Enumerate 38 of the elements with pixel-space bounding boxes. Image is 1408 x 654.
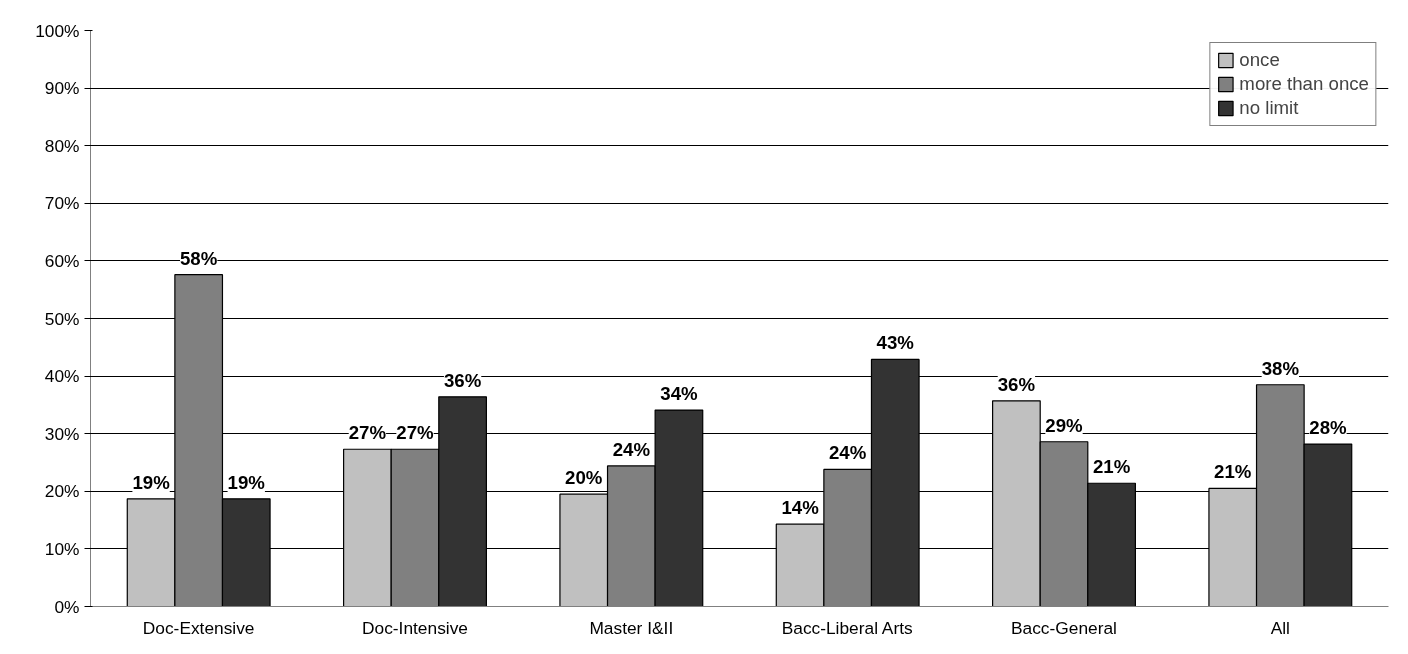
x-tick-label: All: [1270, 617, 1290, 638]
data-label: 27%: [348, 422, 387, 444]
legend-label: no limit: [1239, 97, 1299, 119]
data-label: 21%: [1092, 456, 1131, 478]
y-tick-label: 70%: [44, 193, 80, 214]
y-tick-label: 100%: [35, 20, 80, 41]
legend-label: more than once: [1239, 73, 1369, 95]
y-tick-label: 30%: [44, 423, 80, 444]
y-tick-label: 10%: [44, 538, 80, 559]
x-tick-label: Bacc-Liberal Arts: [781, 617, 914, 638]
data-label: 27%: [396, 422, 435, 444]
data-label: 24%: [829, 442, 867, 464]
y-tick-label: 50%: [44, 308, 80, 329]
x-tick-label: Bacc-General: [1011, 617, 1117, 638]
data-label: 20%: [565, 467, 603, 489]
data-label: 19%: [227, 471, 266, 493]
y-tick-label: 20%: [44, 481, 80, 502]
y-tick-label: 90%: [44, 78, 80, 99]
x-tick-label: Master I&II: [589, 617, 674, 638]
y-tick-label: 60%: [44, 250, 80, 271]
data-label: 38%: [1261, 357, 1300, 379]
legend-label: once: [1239, 49, 1280, 71]
data-label: 43%: [876, 332, 915, 354]
data-label: 36%: [443, 369, 482, 391]
data-label: 28%: [1309, 417, 1348, 439]
data-label: 21%: [1214, 461, 1252, 483]
x-tick-label: Doc-Extensive: [142, 617, 255, 638]
data-label: 58%: [180, 247, 218, 269]
y-tick-label: 0%: [54, 596, 80, 617]
data-label: 24%: [612, 438, 651, 460]
y-tick-label: 80%: [44, 135, 80, 156]
x-tick-label: Doc-Intensive: [362, 617, 468, 638]
data-label: 36%: [997, 373, 1036, 395]
data-label: 34%: [660, 383, 699, 405]
y-tick-label: 40%: [44, 366, 80, 387]
data-label: 19%: [132, 471, 171, 493]
data-label: 29%: [1045, 414, 1084, 436]
data-label: 14%: [781, 497, 820, 519]
